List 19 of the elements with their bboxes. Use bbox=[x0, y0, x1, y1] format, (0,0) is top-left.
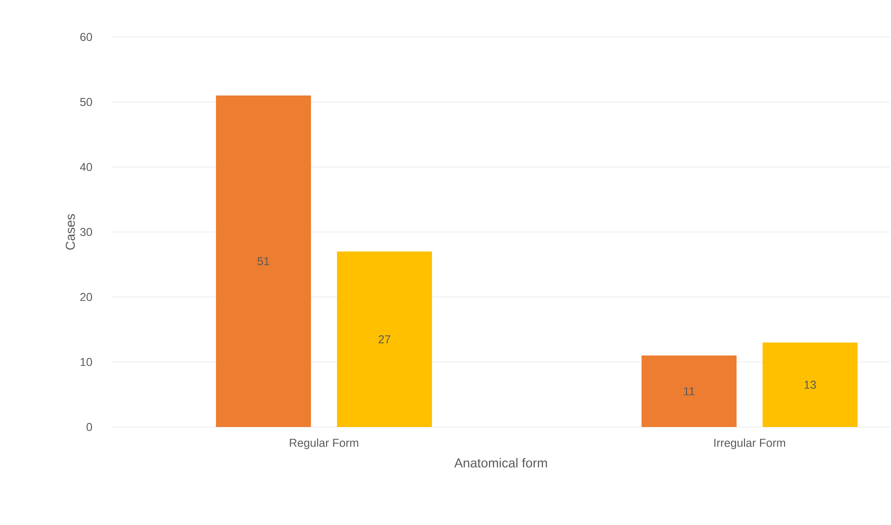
data-label: 13 bbox=[804, 380, 816, 389]
y-tick-label: 60 bbox=[80, 32, 92, 42]
data-label: 27 bbox=[378, 335, 390, 344]
bar bbox=[216, 95, 311, 427]
bar bbox=[762, 342, 858, 427]
bar bbox=[336, 251, 432, 427]
y-tick-label: 40 bbox=[80, 162, 92, 172]
y-tick-label: 10 bbox=[80, 358, 92, 366]
y-tick-label: 30 bbox=[80, 228, 92, 236]
x-tick-label: Irregular Form bbox=[714, 438, 786, 450]
x-tick-label: Regular Form bbox=[290, 438, 358, 450]
data-label: 51 bbox=[258, 257, 270, 266]
x-axis-title: Anatomical form bbox=[454, 458, 547, 468]
bar bbox=[642, 355, 737, 427]
y-tick-label: 20 bbox=[80, 292, 92, 302]
y-tick-label: 50 bbox=[80, 98, 92, 106]
y-tick-label: 0 bbox=[86, 422, 92, 432]
y-axis-title: Cases bbox=[66, 214, 75, 250]
data-label: 11 bbox=[684, 387, 694, 396]
